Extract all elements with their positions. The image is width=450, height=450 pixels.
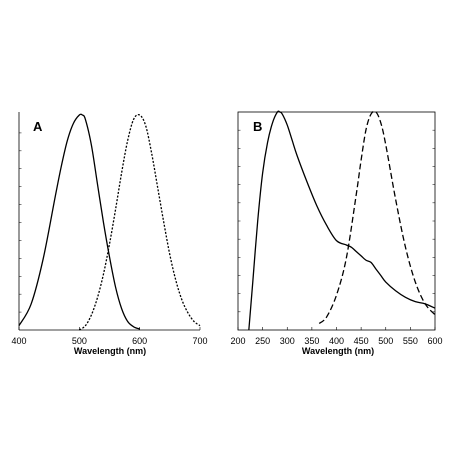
panel-a-x-tick-label: 600: [132, 336, 147, 346]
panel-b-x-tick-label: 300: [280, 336, 295, 346]
panel-b-x-tick-label: 500: [378, 336, 393, 346]
panel-b-x-tick-label: 550: [403, 336, 418, 346]
panel-b: B Wavelength (nm) 200 250 300 350 400 450 500 5…: [230, 110, 443, 356]
panel-b-x-tick-label: 250: [255, 336, 270, 346]
panel-a-series-1-line: [18, 113, 140, 330]
panel-a: A Wavelength (nm) 400 500 600 700: [11, 112, 208, 356]
panel-a-label: A: [33, 119, 43, 134]
panel-b-x-tick-label: 350: [304, 336, 319, 346]
panel-a-x-axis-title: Wavelength (nm): [74, 346, 146, 356]
panel-a-series-2-line: [78, 113, 201, 331]
panel-b-x-axis-title: Wavelength (nm): [302, 346, 374, 356]
panel-b-x-tick-label: 400: [329, 336, 344, 346]
panel-b-x-tick-label: 450: [354, 336, 369, 346]
panel-a-x-tick-label: 700: [192, 336, 207, 346]
panel-b-x-tick-label: 600: [427, 336, 442, 346]
panel-b-series-2-line: [318, 110, 436, 324]
panel-b-x-tick-label: 200: [230, 336, 245, 346]
panel-b-label: B: [253, 119, 262, 134]
panel-a-x-tick-label: 500: [72, 336, 87, 346]
panel-a-x-tick-label: 400: [11, 336, 26, 346]
panel-b-series-1-line: [248, 110, 436, 331]
